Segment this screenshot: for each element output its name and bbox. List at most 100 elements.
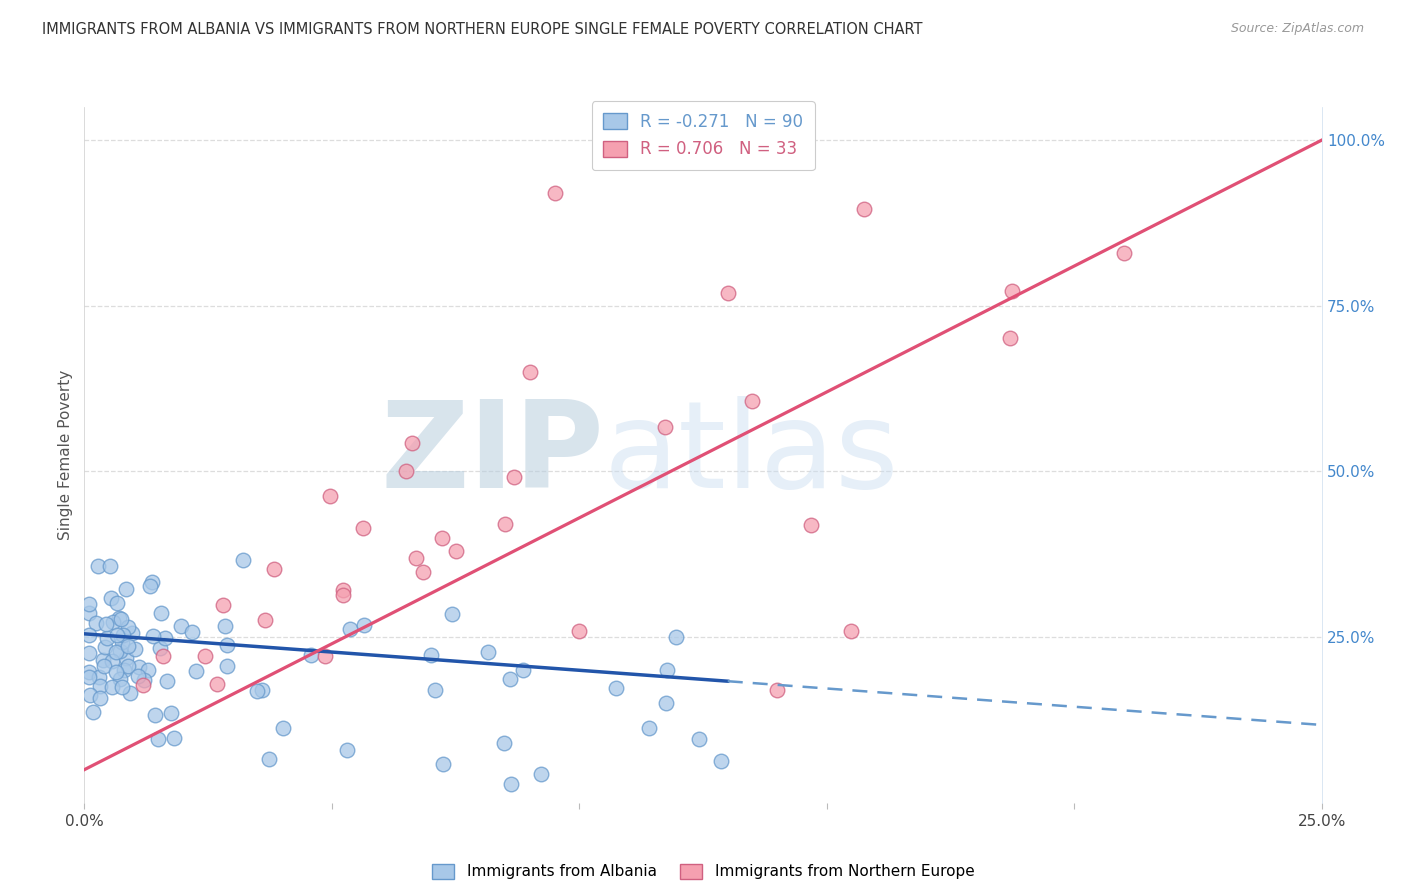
Point <box>688 732 710 747</box>
Point <box>170 618 193 632</box>
Point <box>105 596 128 610</box>
Text: ZIP: ZIP <box>380 396 605 514</box>
Point <box>114 651 136 665</box>
Point <box>336 743 359 757</box>
Point <box>160 706 183 720</box>
Point <box>79 628 101 642</box>
Point <box>430 531 453 545</box>
Point <box>105 665 128 680</box>
Point <box>215 638 238 652</box>
Point <box>101 615 124 629</box>
Point <box>401 435 423 450</box>
Text: Source: ZipAtlas.com: Source: ZipAtlas.com <box>1230 22 1364 36</box>
Point <box>89 679 111 693</box>
Point <box>194 649 217 664</box>
Point <box>108 644 131 658</box>
Point <box>101 680 124 694</box>
Point <box>232 553 254 567</box>
Point <box>79 597 101 611</box>
Point <box>800 517 823 532</box>
Point <box>766 683 789 698</box>
Point <box>105 628 128 642</box>
Point <box>128 660 150 674</box>
Point <box>1001 284 1024 298</box>
Text: atlas: atlas <box>605 396 900 514</box>
Point <box>444 544 467 558</box>
Point <box>136 664 159 678</box>
Point <box>186 665 208 679</box>
Point <box>246 683 269 698</box>
Point <box>79 688 101 702</box>
Point <box>96 616 118 631</box>
Point <box>299 648 322 662</box>
Point <box>100 591 122 606</box>
Point <box>79 646 101 660</box>
Point <box>332 588 354 602</box>
Point <box>654 420 676 434</box>
Point <box>205 676 228 690</box>
Point <box>717 285 740 300</box>
Point <box>156 674 179 689</box>
Point <box>332 582 354 597</box>
Point <box>420 648 443 662</box>
Point <box>146 731 169 746</box>
Point <box>87 670 110 684</box>
Point <box>117 659 139 673</box>
Point <box>263 562 285 576</box>
Point <box>142 629 165 643</box>
Point <box>212 599 235 613</box>
Point <box>134 673 156 688</box>
Point <box>530 767 553 781</box>
Point <box>111 628 134 642</box>
Point <box>741 394 763 409</box>
Y-axis label: Single Female Poverty: Single Female Poverty <box>58 370 73 540</box>
Point <box>657 663 679 677</box>
Point <box>543 186 565 201</box>
Legend: Immigrants from Albania, Immigrants from Northern Europe: Immigrants from Albania, Immigrants from… <box>426 858 980 886</box>
Point <box>105 644 128 658</box>
Point <box>412 565 434 579</box>
Point <box>519 365 541 379</box>
Point <box>163 731 186 746</box>
Point <box>339 622 361 636</box>
Point <box>117 639 139 653</box>
Point <box>655 696 678 710</box>
Point <box>841 624 863 638</box>
Point <box>149 606 172 620</box>
Point <box>132 678 155 692</box>
Point <box>352 521 374 535</box>
Point <box>501 777 523 791</box>
Point <box>494 736 516 750</box>
Point <box>181 625 204 640</box>
Point <box>110 612 132 626</box>
Point <box>101 654 124 668</box>
Point <box>93 659 115 673</box>
Point <box>91 653 114 667</box>
Point <box>87 558 110 573</box>
Point <box>82 705 104 719</box>
Point <box>84 615 107 630</box>
Point <box>124 642 146 657</box>
Point <box>79 606 101 620</box>
Point <box>96 632 118 646</box>
Point <box>108 672 131 686</box>
Point <box>127 668 149 682</box>
Point <box>121 625 143 640</box>
Point <box>214 619 236 633</box>
Point <box>79 665 101 679</box>
Point <box>153 631 176 645</box>
Point <box>432 756 454 771</box>
Point <box>257 752 280 766</box>
Point <box>605 681 627 695</box>
Point <box>494 517 516 532</box>
Point <box>405 550 427 565</box>
Point <box>353 618 375 632</box>
Point <box>853 202 876 217</box>
Point <box>665 630 688 644</box>
Point <box>477 645 499 659</box>
Point <box>568 624 591 638</box>
Point <box>638 722 661 736</box>
Point <box>143 708 166 723</box>
Point <box>512 663 534 677</box>
Point <box>1000 331 1022 345</box>
